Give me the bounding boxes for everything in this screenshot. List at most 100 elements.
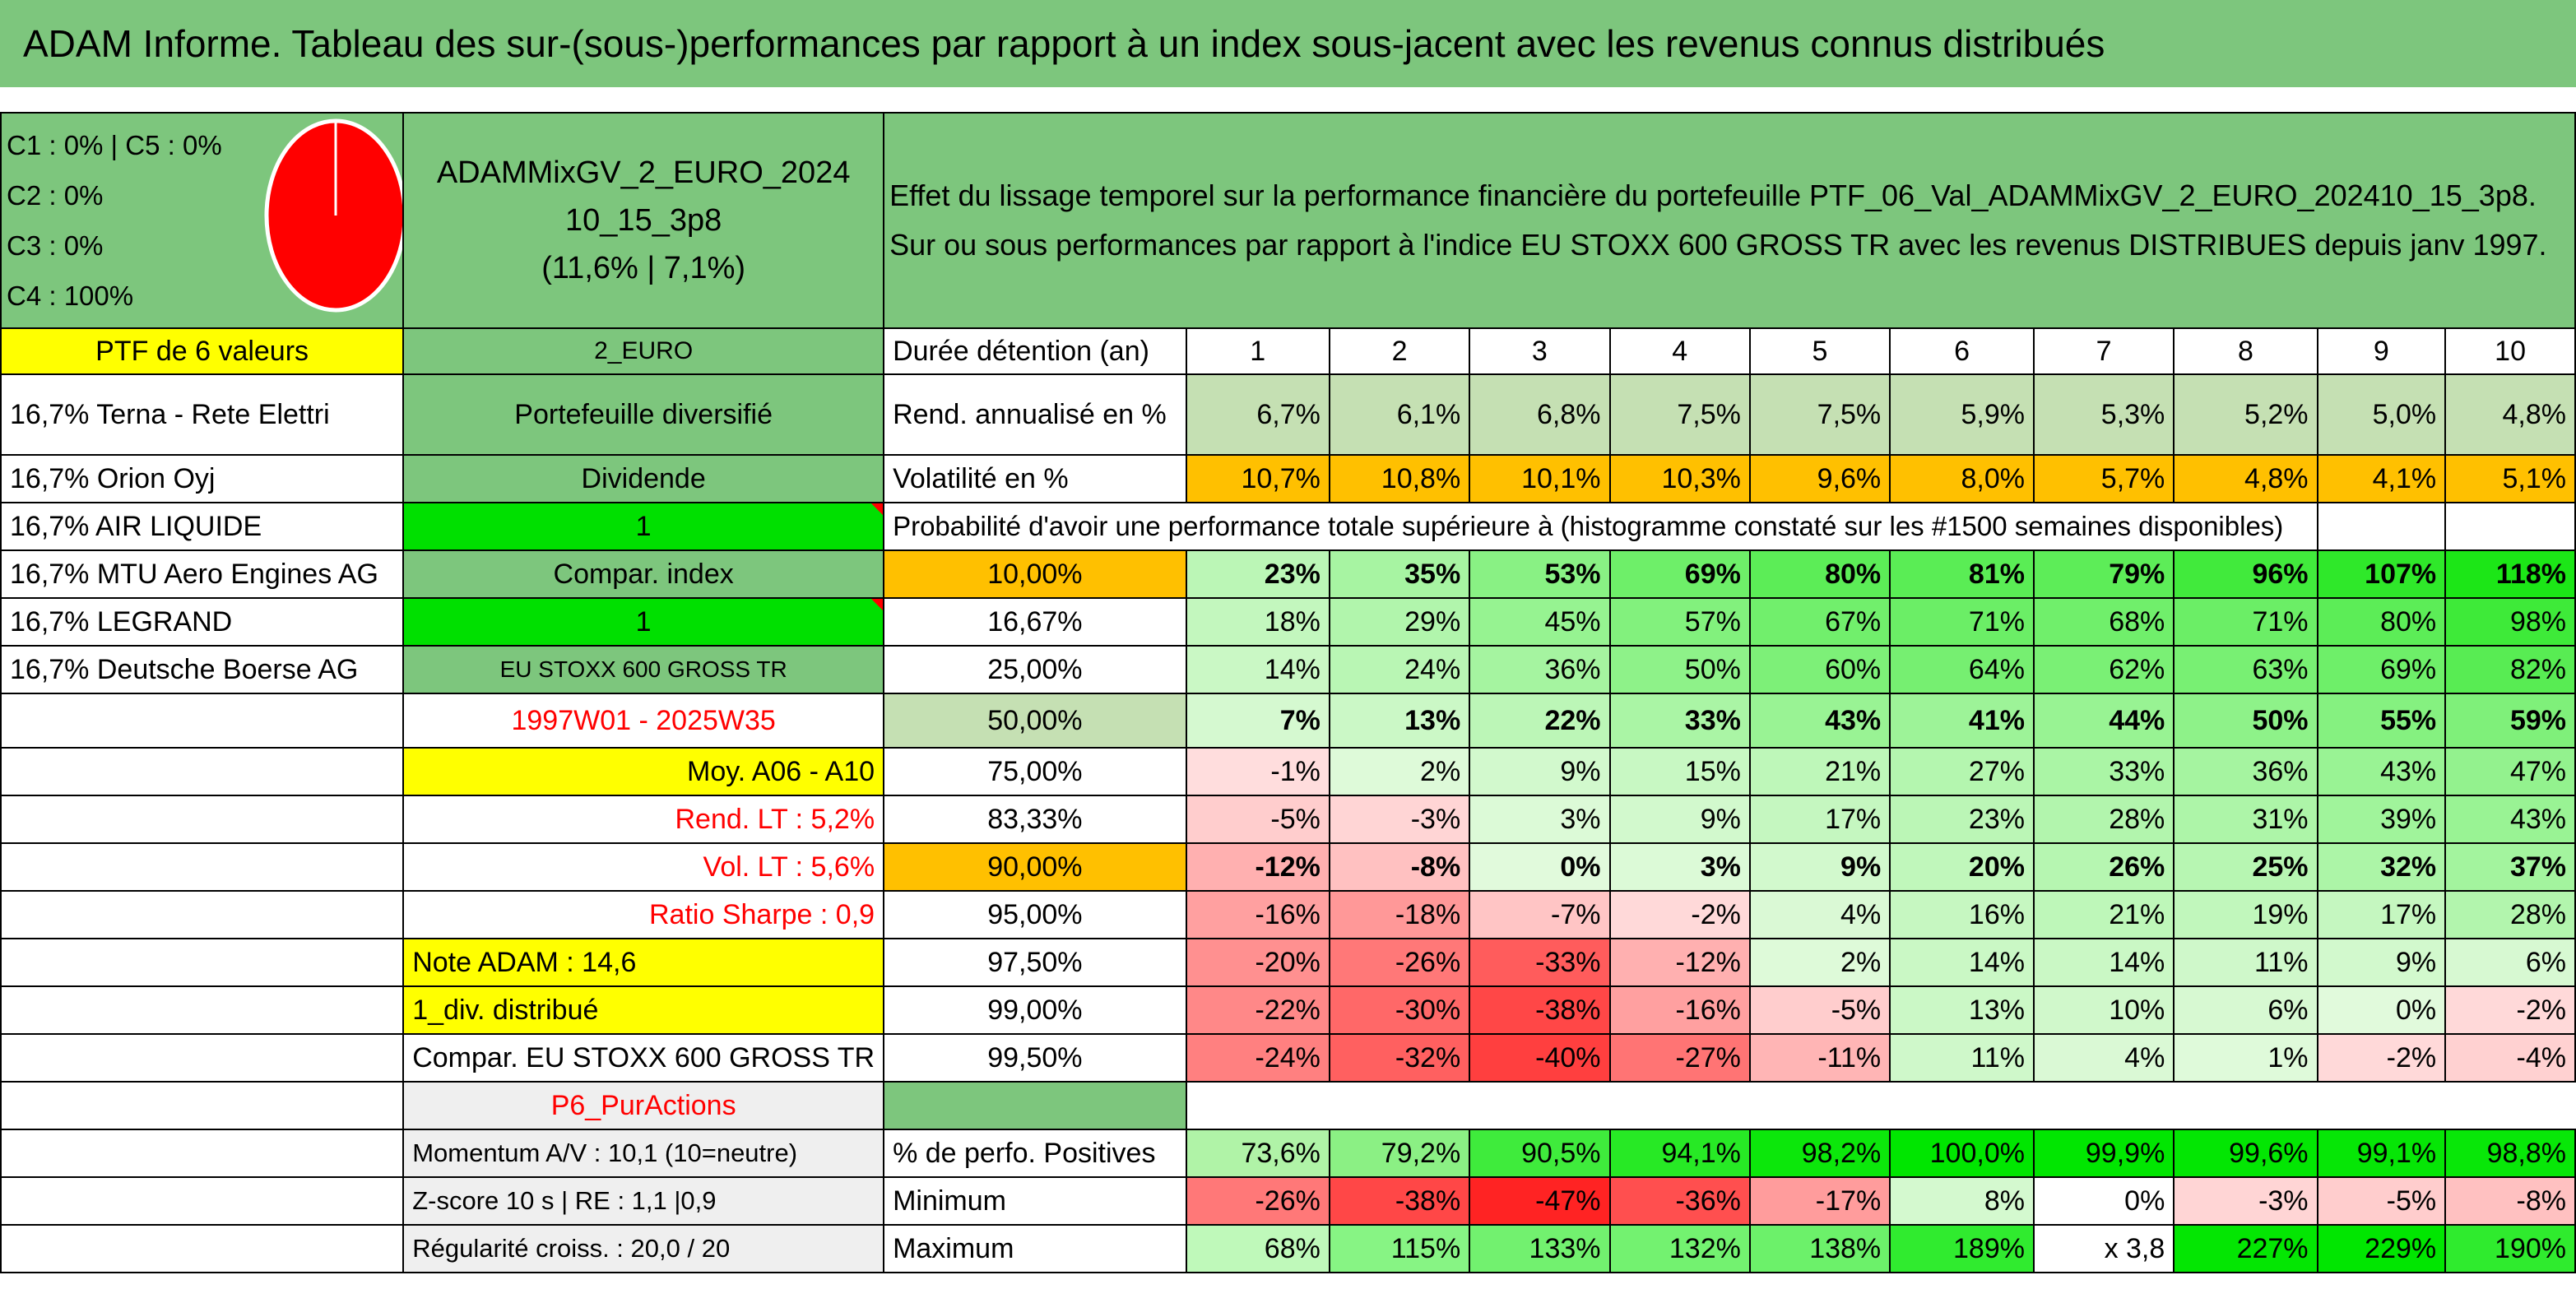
probability-value: 14% [1185,645,1330,694]
rend-value: 6,8% [1469,373,1611,456]
empty-cell [1609,1081,1750,1130]
probability-value: 50% [1608,645,1751,694]
holding-item: 16,7% LEGRAND [0,597,405,647]
probability-value: 33% [1608,693,1751,749]
probability-value: -33% [1469,938,1611,987]
probability-value: 13% [1889,985,2035,1035]
probability-value: 14% [1889,938,2035,987]
probability-value: 3% [1469,795,1611,844]
table-row: 16,7% LEGRAND 1 16,67% 18% 29% 45% 57% 67% 71% 68… [0,597,2576,647]
class-line: C2 : 0% [7,180,104,211]
maximum-value: 115% [1328,1224,1471,1273]
probability-value: -3% [1328,795,1471,844]
probability-value: 17% [2316,890,2447,939]
vol-value: 10,3% [1608,454,1751,503]
probability-value: 28% [2032,795,2175,844]
rend-lt-label: Rend. LT : 5,2% [402,795,885,844]
table-row: 1_div. distribué 99,00% -22% -30% -38% -16% -5… [0,985,2576,1035]
probability-value: -22% [1185,985,1330,1035]
probability-threshold: 10,00% [883,549,1187,599]
probability-value: 43% [2444,795,2576,844]
maximum-value: 190% [2444,1224,2576,1273]
minimum-value: -17% [1748,1176,1891,1226]
probability-value: -38% [1469,985,1611,1035]
empty-cell [2033,1081,2175,1130]
maximum-label: Maximum [883,1224,1187,1273]
momentum-label: Momentum A/V : 10,1 (10=neutre) [402,1129,885,1178]
holding-item: 16,7% Orion Oyj [0,454,405,503]
rend-value: 7,5% [1748,373,1891,456]
probability-value: 0% [1469,842,1611,892]
probability-value: 53% [1469,549,1611,599]
empty-cell [0,842,405,892]
maximum-value: 68% [1185,1224,1330,1273]
probability-value: -7% [1469,890,1611,939]
vol-value: 10,7% [1185,454,1330,503]
probability-value: 14% [2032,938,2175,987]
probability-threshold: 99,00% [883,985,1187,1035]
minimum-value: -38% [1328,1176,1471,1226]
probability-value: 28% [2444,890,2576,939]
minimum-value: 0% [2032,1176,2175,1226]
probability-value: -2% [2316,1033,2447,1083]
probability-value: 6% [2444,938,2576,987]
minimum-label: Minimum [883,1176,1187,1226]
table-row: Momentum A/V : 10,1 (10=neutre)% de perf… [0,1129,2576,1178]
compar-full-label: Compar. EU STOXX 600 GROSS TR [402,1033,885,1083]
comment-marker [871,504,883,515]
probability-value: 98% [2444,597,2576,647]
probability-value: -16% [1608,985,1751,1035]
probability-value: 43% [1748,693,1891,749]
probability-threshold: 95,00% [883,890,1187,939]
probability-value: -12% [1185,842,1330,892]
probability-value: 31% [2173,795,2318,844]
probability-threshold: 97,50% [883,938,1187,987]
class-line: C1 : 0% | C5 : 0% [7,130,222,160]
probability-value: 107% [2316,549,2447,599]
probability-value: 80% [1748,549,1891,599]
probability-label: Probabilité d'avoir une performance tota… [883,502,2318,551]
probability-threshold: 99,50% [883,1033,1187,1083]
probability-threshold: 90,00% [883,842,1187,892]
maximum-value: 227% [2173,1224,2318,1273]
probability-value: -1% [1185,747,1330,796]
portfolio-type: Portefeuille diversifié [402,373,885,456]
probability-value: 15% [1608,747,1751,796]
description-line: Sur ou sous performances par rapport à l… [889,228,2547,262]
positive-value: 79,2% [1328,1129,1471,1178]
table-row: Moy. A06 - A10 75,00% -1% 2% 9% 15% 21% 27% 33% 3… [0,747,2576,796]
probability-value: 21% [1748,747,1891,796]
class-pie-chart [264,118,402,313]
probability-value: 47% [2444,747,2576,796]
table-row: C1 : 0% | C5 : 0% C2 : 0% C3 : 0% C4 : 100%… [0,112,2576,329]
probability-value: 23% [1185,549,1330,599]
probability-value: 25% [2173,842,2318,892]
class-line: C4 : 100% [7,281,134,311]
description-line: Effet du lissage temporel sur la perform… [889,179,2537,212]
empty-cell [2445,1081,2575,1130]
year-header: 5 [1748,327,1891,375]
probability-value: 55% [2316,693,2447,749]
probability-value: 41% [1889,693,2035,749]
probability-value: 32% [2316,842,2447,892]
probability-value: 81% [1889,549,2035,599]
rend-value: 5,2% [2173,373,2318,456]
empty-cell [0,985,405,1035]
probability-value: -12% [1608,938,1751,987]
year-header: 3 [1469,327,1611,375]
probability-threshold: 83,33% [883,795,1187,844]
probability-value: 43% [2316,747,2447,796]
empty-cell [2317,1081,2446,1130]
probability-value: -32% [1328,1033,1471,1083]
empty-cell [1469,1081,1610,1130]
rend-value: 6,7% [1185,373,1330,456]
empty-cell [2316,502,2447,551]
minimum-value: -3% [2173,1176,2318,1226]
probability-threshold: 25,00% [883,645,1187,694]
probability-value: 6% [2173,985,2318,1035]
description-cell: Effet du lissage temporel sur la perform… [883,112,2576,329]
probability-value: 69% [1608,549,1751,599]
probability-value: 7% [1185,693,1330,749]
maximum-value: 138% [1748,1224,1891,1273]
